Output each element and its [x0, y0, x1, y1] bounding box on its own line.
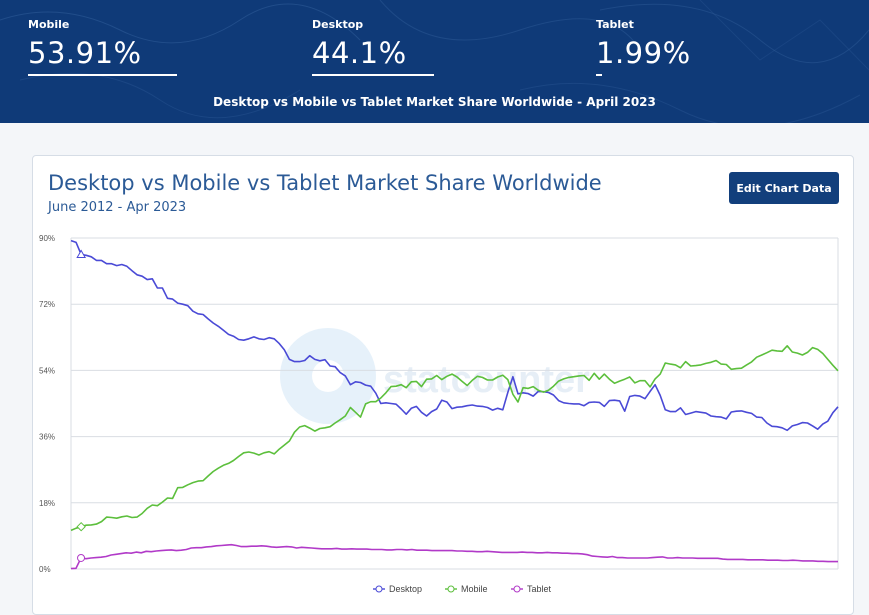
stat-value: 53.91% — [28, 36, 142, 70]
watermark-logo-ring — [280, 328, 376, 424]
series-line-tablet — [70, 543, 838, 570]
chart-card: Desktop vs Mobile vs Tablet Market Share… — [32, 155, 854, 615]
legend-label: Mobile — [461, 584, 488, 594]
stat-label: Mobile — [28, 18, 70, 31]
stat-share-bar — [28, 74, 177, 76]
y-tick-label: 0% — [39, 565, 51, 574]
hero-banner: Mobile 53.91% Desktop 44.1% Tablet 1.99%… — [0, 0, 869, 123]
legend-label: Desktop — [389, 584, 422, 594]
series-marker-desktop — [76, 249, 87, 259]
y-tick-label: 54% — [39, 366, 55, 375]
y-tick-label: 36% — [39, 433, 55, 442]
legend-label: Tablet — [527, 584, 552, 594]
world-map-background — [0, 0, 869, 123]
stat-mobile: Mobile 53.91% — [28, 18, 290, 76]
legend-swatch-marker — [447, 585, 455, 593]
edit-chart-data-button[interactable]: Edit Chart Data — [729, 172, 839, 204]
legend-item-desktop[interactable]: Desktop — [373, 584, 422, 594]
y-tick-label: 18% — [39, 499, 55, 508]
stat-desktop: Desktop 44.1% — [312, 18, 574, 76]
legend-swatch-marker — [375, 585, 383, 593]
stat-share-bar — [596, 74, 602, 76]
series-line-desktop — [70, 239, 839, 432]
legend-item-tablet[interactable]: Tablet — [511, 584, 552, 594]
hero-caption: Desktop vs Mobile vs Tablet Market Share… — [213, 95, 656, 109]
stat-value: 1.99% — [596, 36, 691, 70]
stat-value: 44.1% — [312, 36, 407, 70]
legend-item-mobile[interactable]: Mobile — [445, 584, 488, 594]
stat-label: Tablet — [596, 18, 634, 31]
legend-swatch-marker — [513, 585, 521, 593]
watermark-logo-center — [312, 360, 344, 392]
y-tick-label: 72% — [39, 300, 55, 309]
chart-title: Desktop vs Mobile vs Tablet Market Share… — [48, 171, 602, 195]
series-marker-mobile — [76, 521, 86, 532]
y-tick-label: 90% — [39, 234, 55, 243]
stat-tablet: Tablet 1.99% — [596, 18, 858, 76]
series-marker-tablet — [77, 553, 86, 562]
chart-subtitle: June 2012 - Apr 2023 — [48, 200, 187, 215]
series-line-mobile — [70, 345, 839, 532]
stat-share-bar — [312, 74, 434, 76]
stat-label: Desktop — [312, 18, 364, 31]
